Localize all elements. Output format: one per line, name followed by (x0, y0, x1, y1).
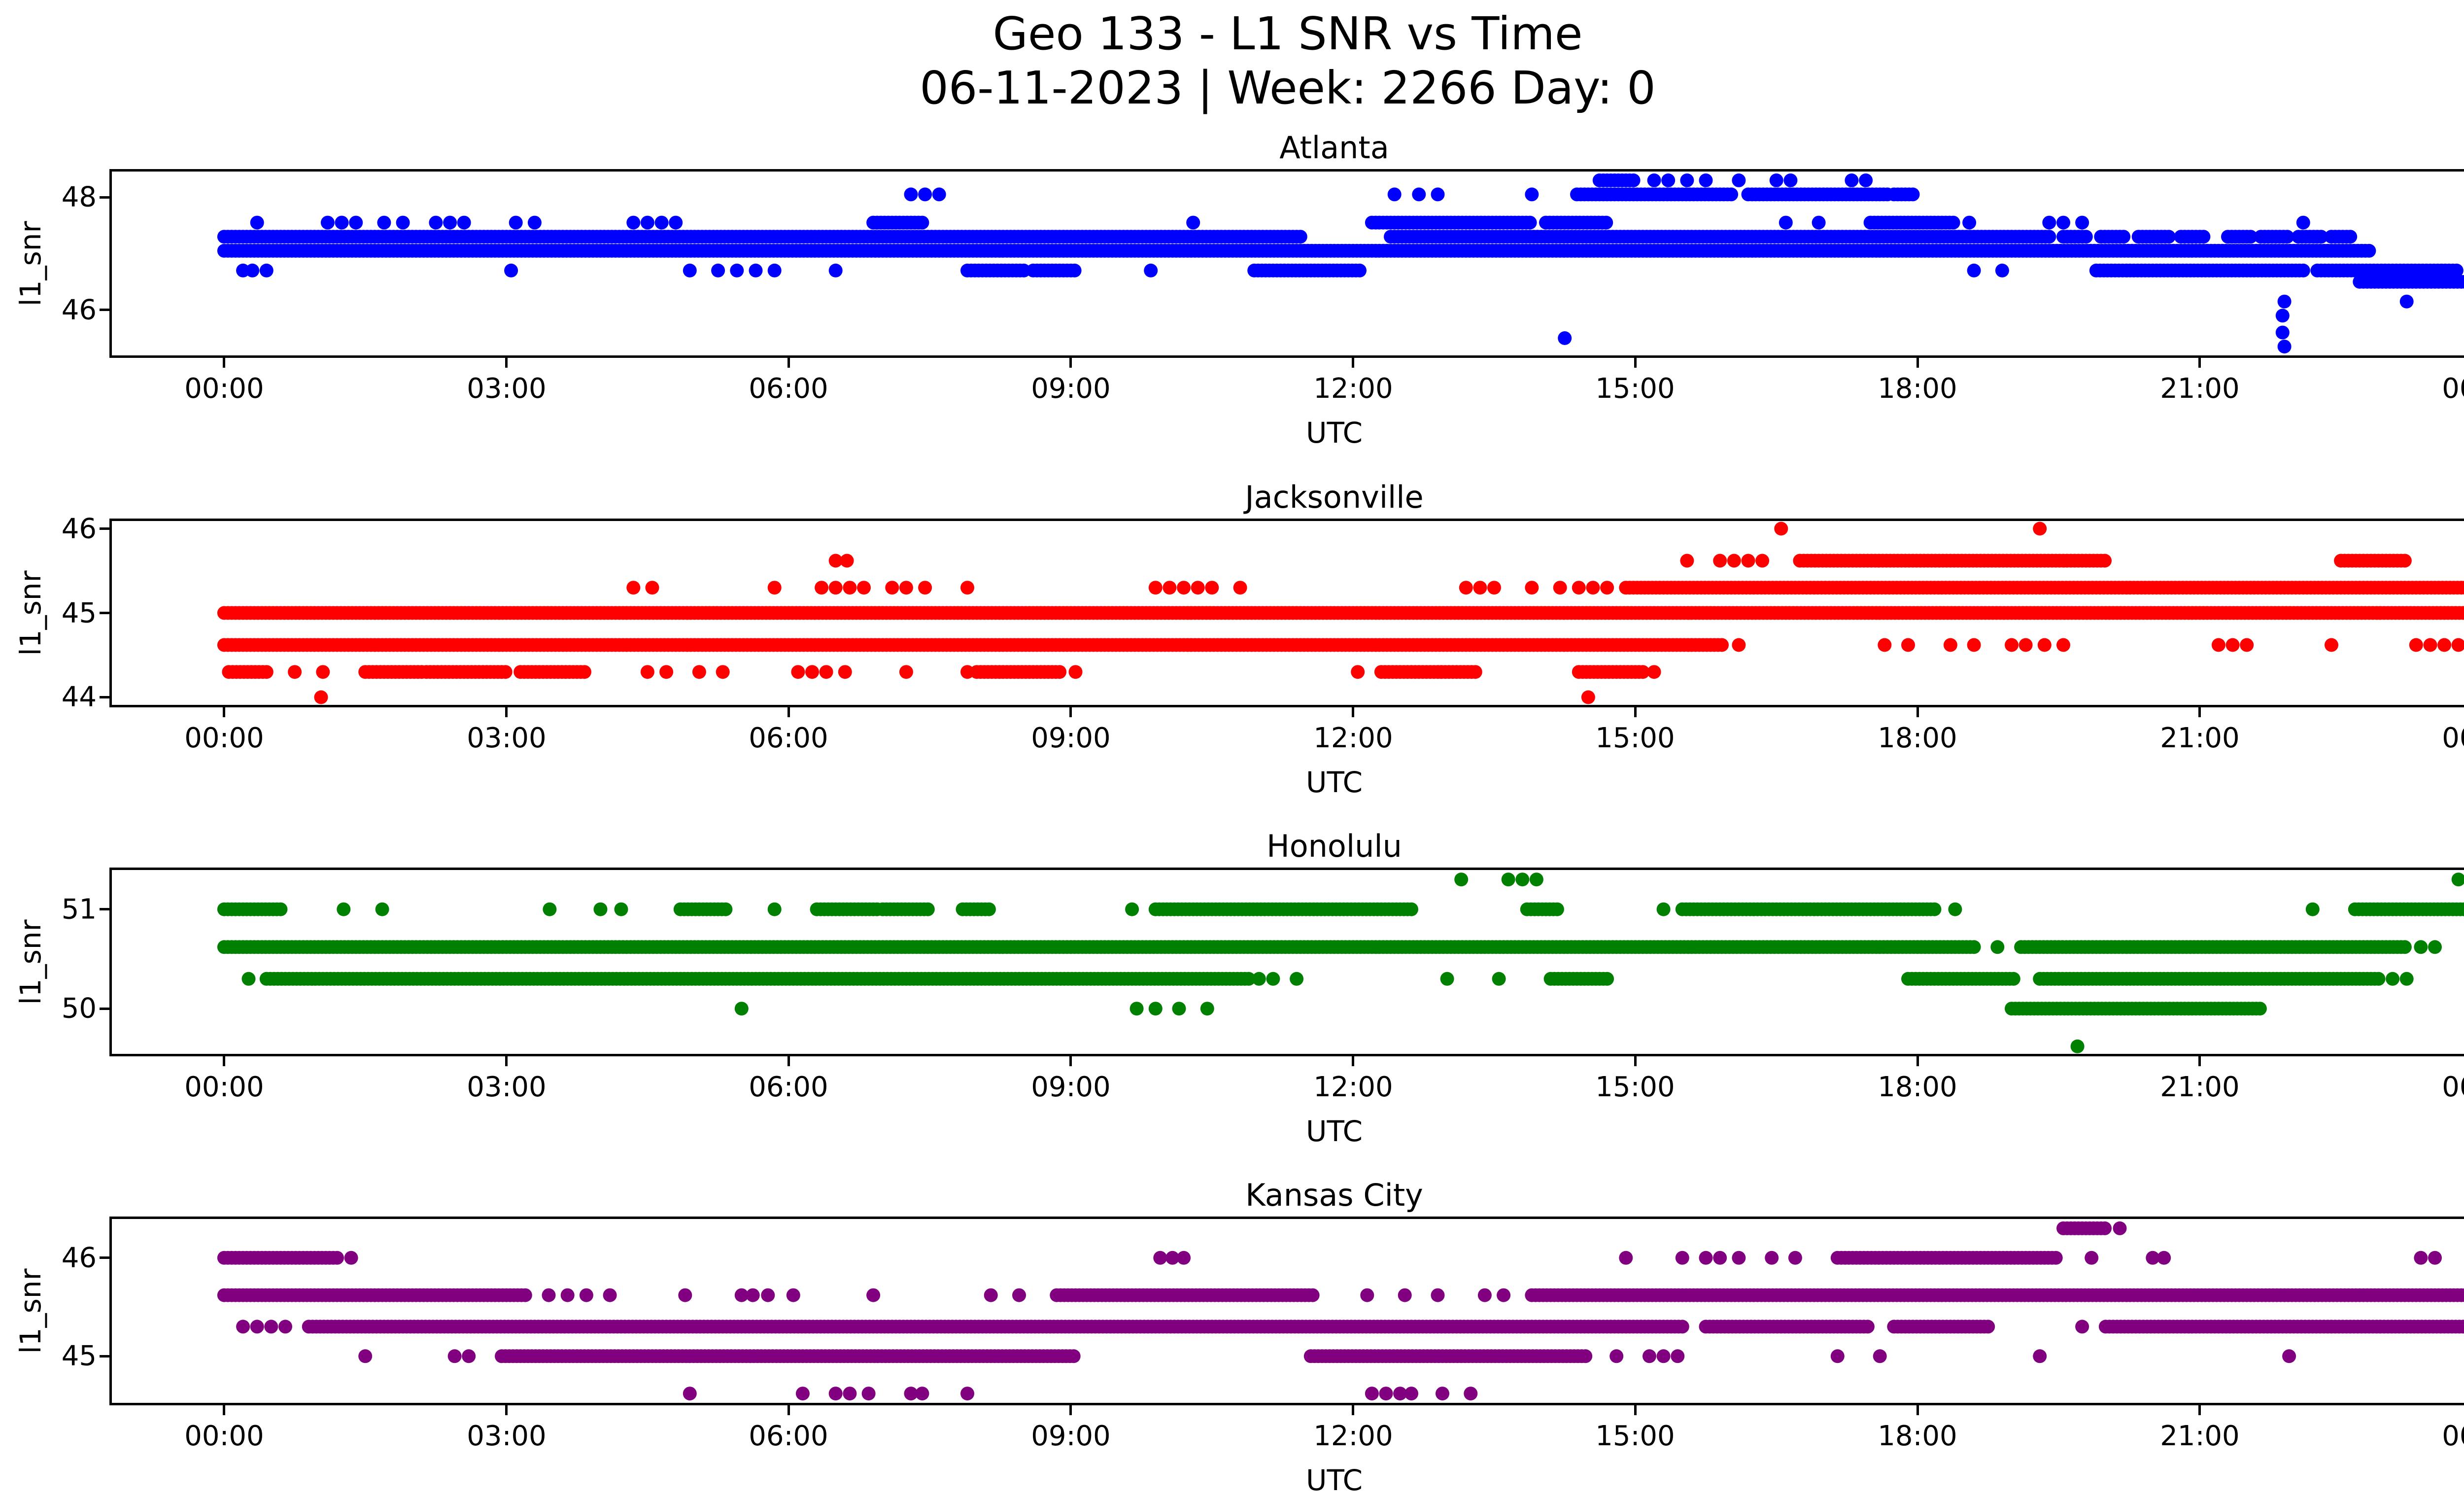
x-tick-mark (1916, 1056, 1919, 1066)
x-tick-mark (2198, 1405, 2201, 1415)
x-tick-mark (1069, 1056, 1072, 1066)
x-tick-label: 09:00 (1031, 373, 1110, 405)
x-tick-mark (505, 707, 508, 717)
x-tick-label: 18:00 (1878, 373, 1957, 405)
scatter-layer-atlanta (109, 169, 2464, 358)
y-axis-label-atlanta: l1_snr (14, 221, 47, 306)
y-tick-mark (100, 309, 109, 311)
x-tick-mark (223, 1056, 225, 1066)
y-tick-label: 46 (3, 513, 97, 545)
y-tick-mark (100, 1008, 109, 1010)
x-tick-mark (1916, 707, 1919, 717)
subplot-title-kansas-city: Kansas City (109, 1177, 2464, 1213)
x-tick-label: 00:00 (184, 722, 264, 754)
x-tick-label: 09:00 (1031, 722, 1110, 754)
x-tick-mark (2198, 358, 2201, 368)
figure-title-line1: Geo 133 - L1 SNR vs Time (39, 7, 2464, 61)
x-tick-mark (1634, 1405, 1637, 1415)
y-tick-label: 44 (3, 681, 97, 713)
y-tick-mark (100, 1355, 109, 1358)
subplot-title-atlanta: Atlanta (109, 130, 2464, 166)
x-tick-label: 18:00 (1878, 722, 1957, 754)
x-tick-label: 21:00 (2160, 722, 2239, 754)
figure-title-line2: 06-11-2023 | Week: 2266 Day: 0 (39, 61, 2464, 115)
x-tick-label: 09:00 (1031, 1420, 1110, 1452)
x-axis-label-atlanta: UTC (109, 416, 2464, 450)
x-tick-label: 21:00 (2160, 373, 2239, 405)
x-axis-label-honolulu: UTC (109, 1114, 2464, 1148)
x-tick-label: 00:00 (2442, 373, 2464, 405)
x-tick-mark (1634, 358, 1637, 368)
x-tick-mark (787, 358, 790, 368)
x-tick-mark (1352, 707, 1354, 717)
x-tick-mark (1916, 358, 1919, 368)
x-tick-label: 03:00 (467, 1071, 546, 1103)
x-tick-label: 00:00 (2442, 1420, 2464, 1452)
x-tick-mark (787, 1405, 790, 1415)
x-tick-mark (2198, 1056, 2201, 1066)
x-tick-mark (223, 1405, 225, 1415)
x-tick-mark (1069, 358, 1072, 368)
subplot-title-honolulu: Honolulu (109, 828, 2464, 864)
x-tick-label: 00:00 (184, 1420, 264, 1452)
x-tick-label: 03:00 (467, 722, 546, 754)
x-tick-label: 00:00 (2442, 1071, 2464, 1103)
x-tick-label: 21:00 (2160, 1071, 2239, 1103)
x-axis-label-jacksonville: UTC (109, 766, 2464, 799)
x-tick-label: 06:00 (749, 1071, 828, 1103)
x-tick-label: 12:00 (1313, 1420, 1393, 1452)
x-tick-mark (223, 707, 225, 717)
scatter-layer-jacksonville (109, 519, 2464, 707)
y-tick-mark (100, 527, 109, 530)
x-tick-label: 00:00 (2442, 722, 2464, 754)
x-tick-label: 15:00 (1595, 722, 1675, 754)
x-tick-mark (1352, 1405, 1354, 1415)
x-tick-mark (787, 707, 790, 717)
y-tick-label: 48 (3, 181, 97, 213)
x-tick-label: 09:00 (1031, 1071, 1110, 1103)
x-tick-mark (505, 358, 508, 368)
x-tick-label: 00:00 (184, 373, 264, 405)
x-tick-label: 03:00 (467, 373, 546, 405)
y-axis-label-honolulu: l1_snr (14, 919, 47, 1005)
y-axis-label-kansas-city: l1_snr (14, 1268, 47, 1354)
x-tick-mark (1069, 707, 1072, 717)
scatter-layer-honolulu (109, 868, 2464, 1056)
y-tick-mark (100, 1256, 109, 1259)
x-tick-mark (2198, 707, 2201, 717)
x-tick-label: 18:00 (1878, 1071, 1957, 1103)
x-tick-label: 12:00 (1313, 1071, 1393, 1103)
x-tick-mark (505, 1056, 508, 1066)
x-tick-mark (1352, 358, 1354, 368)
x-tick-mark (1069, 1405, 1072, 1415)
y-tick-mark (100, 908, 109, 910)
x-tick-mark (223, 358, 225, 368)
x-tick-label: 18:00 (1878, 1420, 1957, 1452)
x-tick-label: 21:00 (2160, 1420, 2239, 1452)
subplot-title-jacksonville: Jacksonville (109, 479, 2464, 515)
x-tick-mark (787, 1056, 790, 1066)
x-tick-label: 15:00 (1595, 373, 1675, 405)
x-tick-label: 12:00 (1313, 722, 1393, 754)
x-tick-mark (505, 1405, 508, 1415)
y-axis-label-jacksonville: l1_snr (14, 570, 47, 656)
y-tick-mark (100, 696, 109, 698)
y-tick-mark (100, 612, 109, 614)
x-tick-label: 06:00 (749, 373, 828, 405)
scatter-layer-kansas-city (109, 1217, 2464, 1405)
y-tick-mark (100, 196, 109, 199)
x-tick-label: 06:00 (749, 722, 828, 754)
figure-title: Geo 133 - L1 SNR vs Time 06-11-2023 | We… (39, 7, 2464, 115)
x-tick-label: 12:00 (1313, 373, 1393, 405)
x-tick-mark (1634, 1056, 1637, 1066)
x-tick-label: 03:00 (467, 1420, 546, 1452)
x-axis-label-kansas-city: UTC (109, 1463, 2464, 1497)
x-tick-mark (1634, 707, 1637, 717)
x-tick-mark (1352, 1056, 1354, 1066)
x-tick-label: 06:00 (749, 1420, 828, 1452)
x-tick-label: 15:00 (1595, 1071, 1675, 1103)
x-tick-label: 00:00 (184, 1071, 264, 1103)
x-tick-mark (1916, 1405, 1919, 1415)
x-tick-label: 15:00 (1595, 1420, 1675, 1452)
